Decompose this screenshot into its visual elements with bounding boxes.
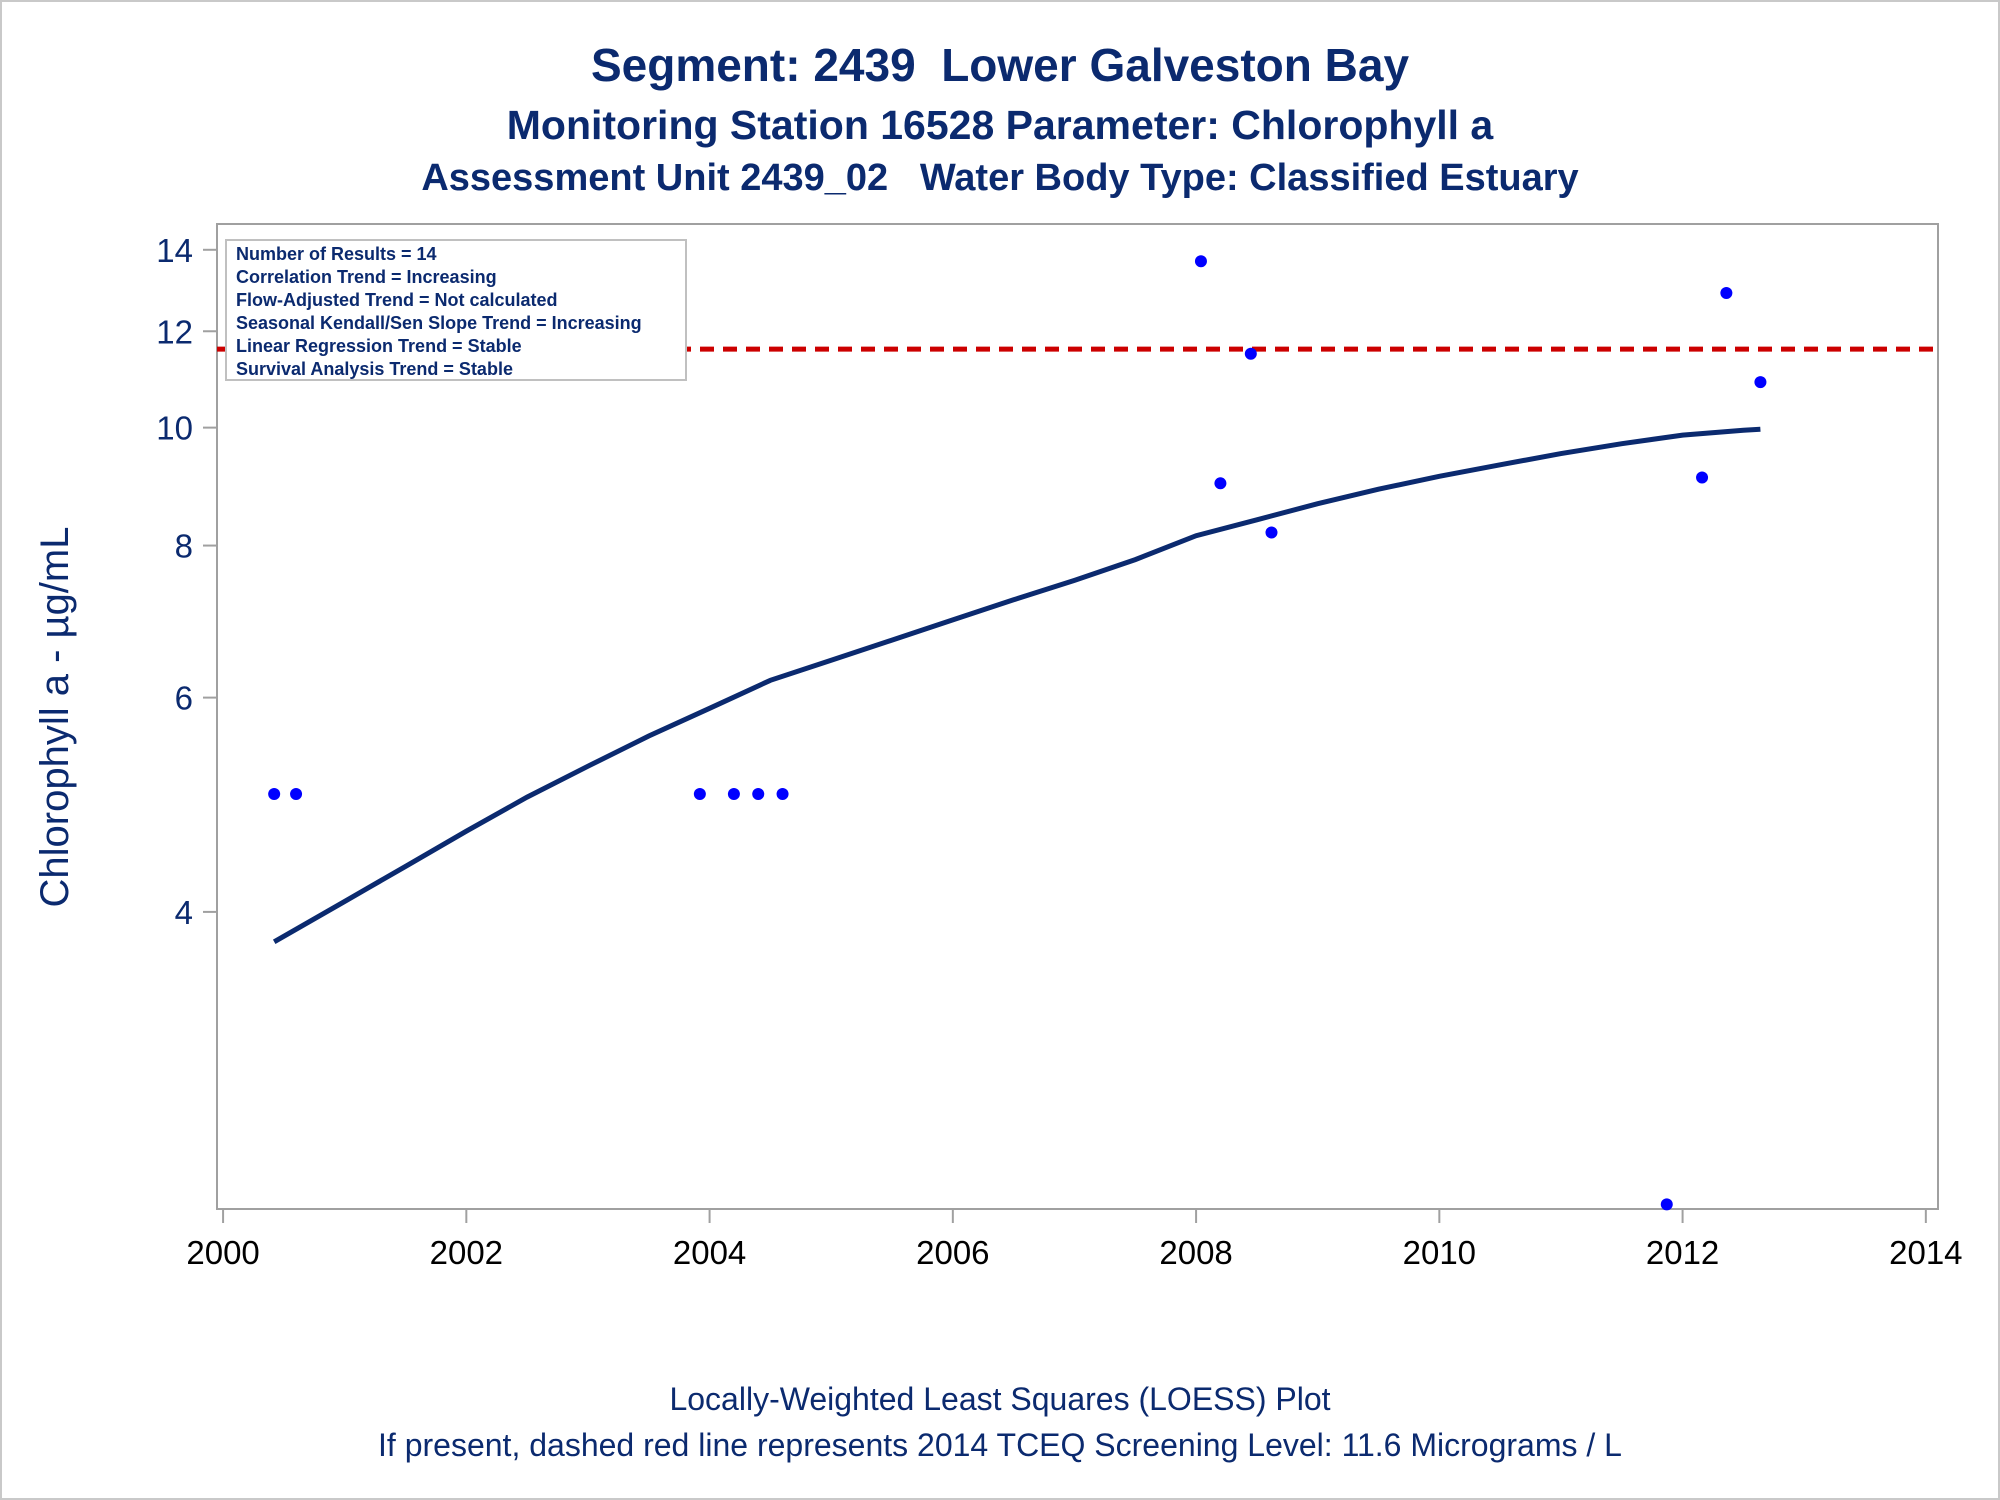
info-box-frame	[225, 239, 687, 381]
x-tick-label: 2000	[186, 1234, 259, 1271]
data-point	[1194, 255, 1207, 268]
chart-subtitle: Monitoring Station 16528 Parameter: Chlo…	[506, 102, 1494, 148]
info-linear-regression-trend: Linear Regression Trend = Stable	[236, 336, 522, 356]
y-tick-label: 8	[175, 528, 193, 565]
info-number-of-results: Number of Results = 14	[236, 244, 437, 264]
data-point	[727, 787, 740, 800]
data-point	[1265, 526, 1278, 539]
y-tick-label: 12	[156, 313, 193, 350]
x-axis: 2000 2002 2004 2006 2008 2010 2012 2014	[186, 1209, 1963, 1271]
y-tick-label: 4	[175, 894, 193, 931]
data-point	[290, 787, 303, 800]
x-tick-label: 2004	[673, 1234, 746, 1271]
info-seasonal-kendall-trend: Seasonal Kendall/Sen Slope Trend = Incre…	[236, 313, 642, 333]
info-flow-adjusted-trend: Flow-Adjusted Trend = Not calculated	[236, 290, 558, 310]
info-correlation-trend: Correlation Trend = Increasing	[236, 267, 497, 287]
x-tick-label: 2008	[1159, 1234, 1232, 1271]
data-point	[752, 787, 765, 800]
plot-area-border	[216, 223, 1939, 1210]
x-tick-label: 2002	[430, 1234, 503, 1271]
data-point	[1660, 1198, 1673, 1211]
data-point	[693, 787, 706, 800]
info-survival-analysis-trend: Survival Analysis Trend = Stable	[236, 359, 513, 379]
chart-subtitle-2: Assessment Unit 2439_02 Water Body Type:…	[421, 157, 1579, 199]
data-point	[1244, 347, 1257, 360]
trend-info-box: Number of Results = 14 Correlation Trend…	[225, 239, 687, 381]
data-point	[1696, 471, 1709, 484]
x-tick-label: 2014	[1889, 1234, 1962, 1271]
y-tick-label: 6	[175, 680, 193, 717]
y-tick-label: 10	[156, 410, 193, 447]
x-tick-label: 2012	[1646, 1234, 1719, 1271]
loess-curve	[272, 426, 1761, 944]
data-point	[776, 787, 789, 800]
x-tick-label: 2010	[1403, 1234, 1476, 1271]
data-points	[268, 255, 1767, 1211]
footnote-loess: Locally-Weighted Least Squares (LOESS) P…	[669, 1381, 1331, 1417]
footnote-screening-level: If present, dashed red line represents 2…	[378, 1427, 1622, 1463]
data-point	[1754, 376, 1767, 389]
x-tick-label: 2006	[916, 1234, 989, 1271]
data-point	[1720, 287, 1733, 300]
chart-title: Segment: 2439 Lower Galveston Bay	[590, 39, 1410, 91]
data-point	[1214, 477, 1227, 490]
y-axis: 4 6 8 10 12 14	[156, 232, 217, 931]
y-axis-title: Chlorophyll a - µg/mL	[33, 527, 77, 908]
data-point	[268, 787, 281, 800]
y-tick-label: 14	[156, 232, 193, 269]
